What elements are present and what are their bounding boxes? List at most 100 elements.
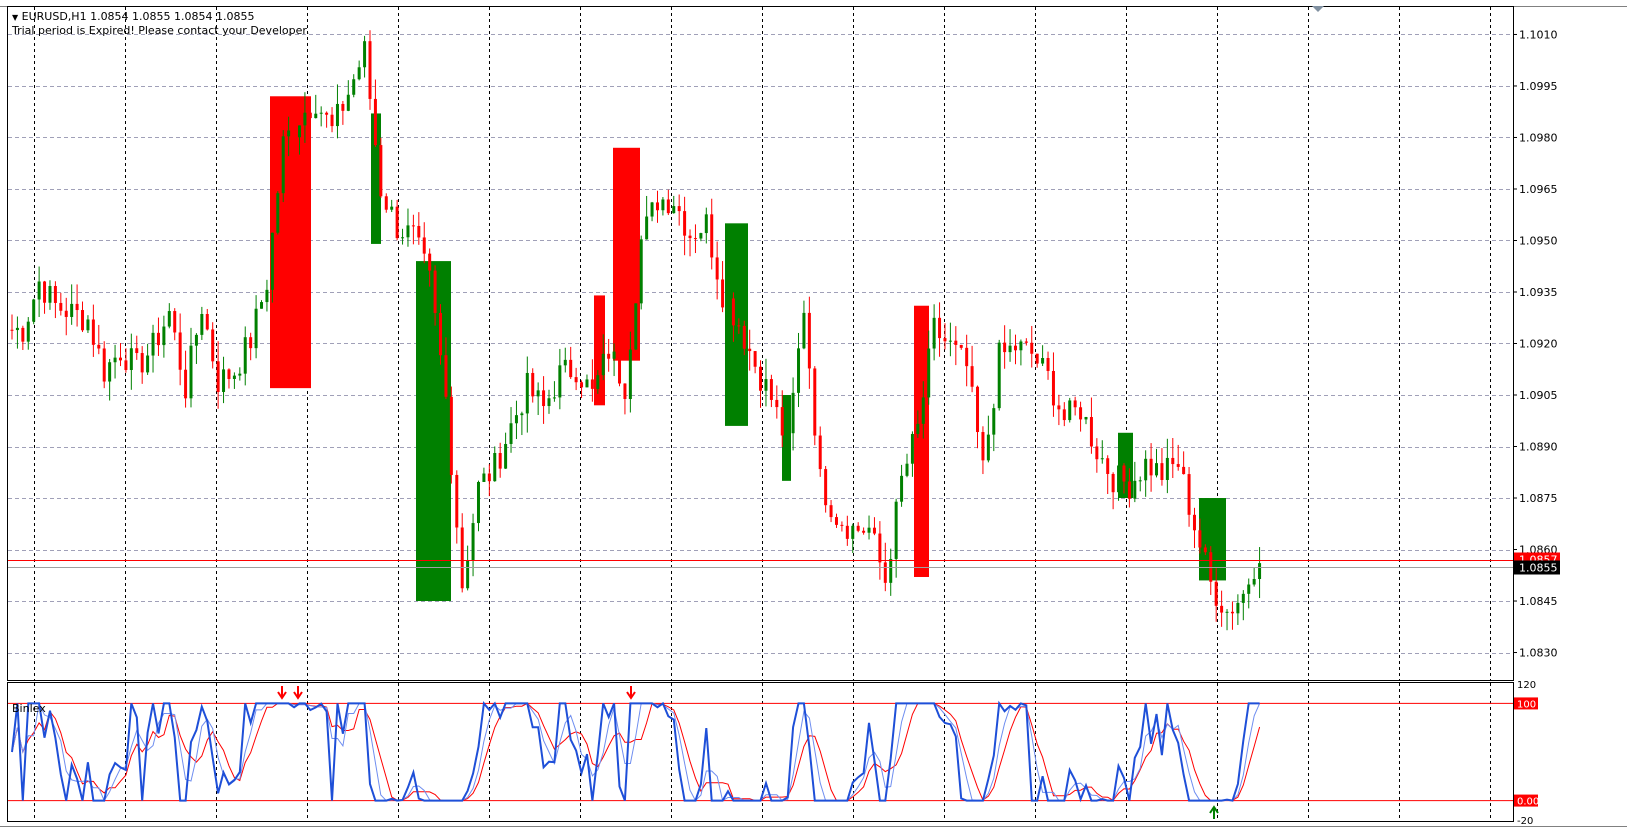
current-price-tag bbox=[1514, 560, 1560, 575]
candle-body bbox=[829, 505, 833, 518]
candle-body bbox=[786, 433, 790, 436]
candle-body bbox=[178, 332, 182, 370]
candle-body bbox=[1225, 611, 1229, 613]
candle-body bbox=[791, 392, 795, 434]
candle-body bbox=[661, 199, 665, 211]
candle-body bbox=[834, 517, 838, 525]
candle-body bbox=[26, 321, 30, 342]
candle-body bbox=[840, 524, 844, 526]
candle-body bbox=[460, 527, 464, 589]
highlight-box bbox=[1199, 498, 1226, 581]
candle-body bbox=[184, 369, 188, 399]
candle-body bbox=[303, 112, 307, 126]
price-label: 1.0890 bbox=[1519, 441, 1558, 454]
candle-body bbox=[938, 317, 942, 339]
candle-body bbox=[965, 347, 969, 367]
candle-body bbox=[726, 298, 730, 308]
candle-body bbox=[1133, 480, 1137, 499]
price-label: 1.0935 bbox=[1519, 286, 1558, 299]
candle-body bbox=[276, 193, 280, 233]
candle-body bbox=[167, 311, 171, 327]
candle-body bbox=[601, 353, 605, 376]
collapse-triangle-icon[interactable]: ▼ bbox=[12, 13, 19, 22]
candle-body bbox=[563, 359, 567, 366]
candle-body bbox=[715, 257, 719, 280]
candle-body bbox=[1171, 457, 1175, 465]
highlight-box bbox=[725, 223, 748, 426]
candle-body bbox=[449, 396, 453, 475]
candle-body bbox=[352, 79, 356, 95]
candlesticks bbox=[10, 30, 1262, 631]
candle-body bbox=[498, 453, 502, 469]
candle-body bbox=[688, 235, 692, 239]
candle-body bbox=[411, 225, 415, 227]
candle-body bbox=[748, 348, 752, 352]
candle-body bbox=[769, 379, 773, 400]
candle-body bbox=[97, 344, 101, 349]
highlight-box bbox=[371, 113, 381, 244]
candle-body bbox=[672, 206, 676, 214]
candle-body bbox=[346, 94, 350, 111]
candle-body bbox=[1013, 345, 1017, 351]
candle-body bbox=[1122, 465, 1126, 482]
chart-shift-marker[interactable] bbox=[1312, 6, 1324, 12]
candle-body bbox=[580, 382, 584, 388]
candle-body bbox=[482, 473, 486, 482]
candle-body bbox=[173, 311, 177, 333]
candle-body bbox=[308, 112, 312, 119]
highlight-box bbox=[782, 395, 791, 481]
candle-body bbox=[194, 334, 198, 346]
candle-body bbox=[1051, 370, 1055, 406]
candle-body bbox=[335, 103, 339, 127]
candle-body bbox=[265, 289, 269, 303]
candle-body bbox=[547, 398, 551, 407]
candle-body bbox=[1187, 474, 1191, 515]
candle-body bbox=[1068, 400, 1072, 421]
candle-body bbox=[281, 136, 285, 194]
candle-body bbox=[650, 202, 654, 217]
candle-body bbox=[1062, 409, 1066, 421]
candle-body bbox=[205, 313, 209, 330]
price-label: 1.0830 bbox=[1519, 647, 1558, 660]
symbol-quote-line: EURUSD,H1 1.0854 1.0855 1.0854 1.0855 bbox=[21, 10, 255, 23]
candle-body bbox=[585, 379, 589, 388]
candle-body bbox=[731, 298, 735, 326]
candle-body bbox=[628, 349, 632, 399]
candle-body bbox=[270, 232, 274, 290]
candle-body bbox=[1176, 464, 1180, 467]
candle-body bbox=[721, 279, 725, 308]
candle-body bbox=[21, 327, 25, 342]
candle-body bbox=[699, 233, 703, 239]
candle-body bbox=[981, 432, 985, 461]
candle-body bbox=[759, 366, 763, 391]
candle-body bbox=[368, 41, 372, 99]
candle-body bbox=[1008, 345, 1012, 353]
candle-body bbox=[1198, 530, 1202, 548]
candle-body bbox=[807, 312, 811, 369]
candle-body bbox=[845, 525, 849, 539]
candle-body bbox=[140, 353, 144, 373]
candle-body bbox=[10, 329, 14, 331]
candle-body bbox=[314, 113, 318, 119]
candle-body bbox=[113, 357, 117, 363]
candle-body bbox=[525, 372, 529, 414]
candle-body bbox=[43, 281, 47, 303]
candle-body bbox=[37, 281, 41, 300]
candle-body bbox=[1100, 458, 1104, 460]
candle-body bbox=[487, 473, 491, 482]
candle-body bbox=[921, 397, 925, 424]
candle-body bbox=[417, 225, 421, 238]
candle-body bbox=[655, 202, 659, 211]
indicator-smooth-line bbox=[11, 701, 1261, 802]
candle-body bbox=[254, 308, 258, 349]
candle-body bbox=[623, 383, 627, 399]
candle-body bbox=[70, 303, 74, 317]
candle-body bbox=[900, 475, 904, 502]
candle-body bbox=[1073, 400, 1077, 408]
candle-body bbox=[81, 310, 85, 331]
candle-body bbox=[943, 338, 947, 342]
candle-body bbox=[889, 558, 893, 583]
candle-body bbox=[693, 238, 697, 240]
